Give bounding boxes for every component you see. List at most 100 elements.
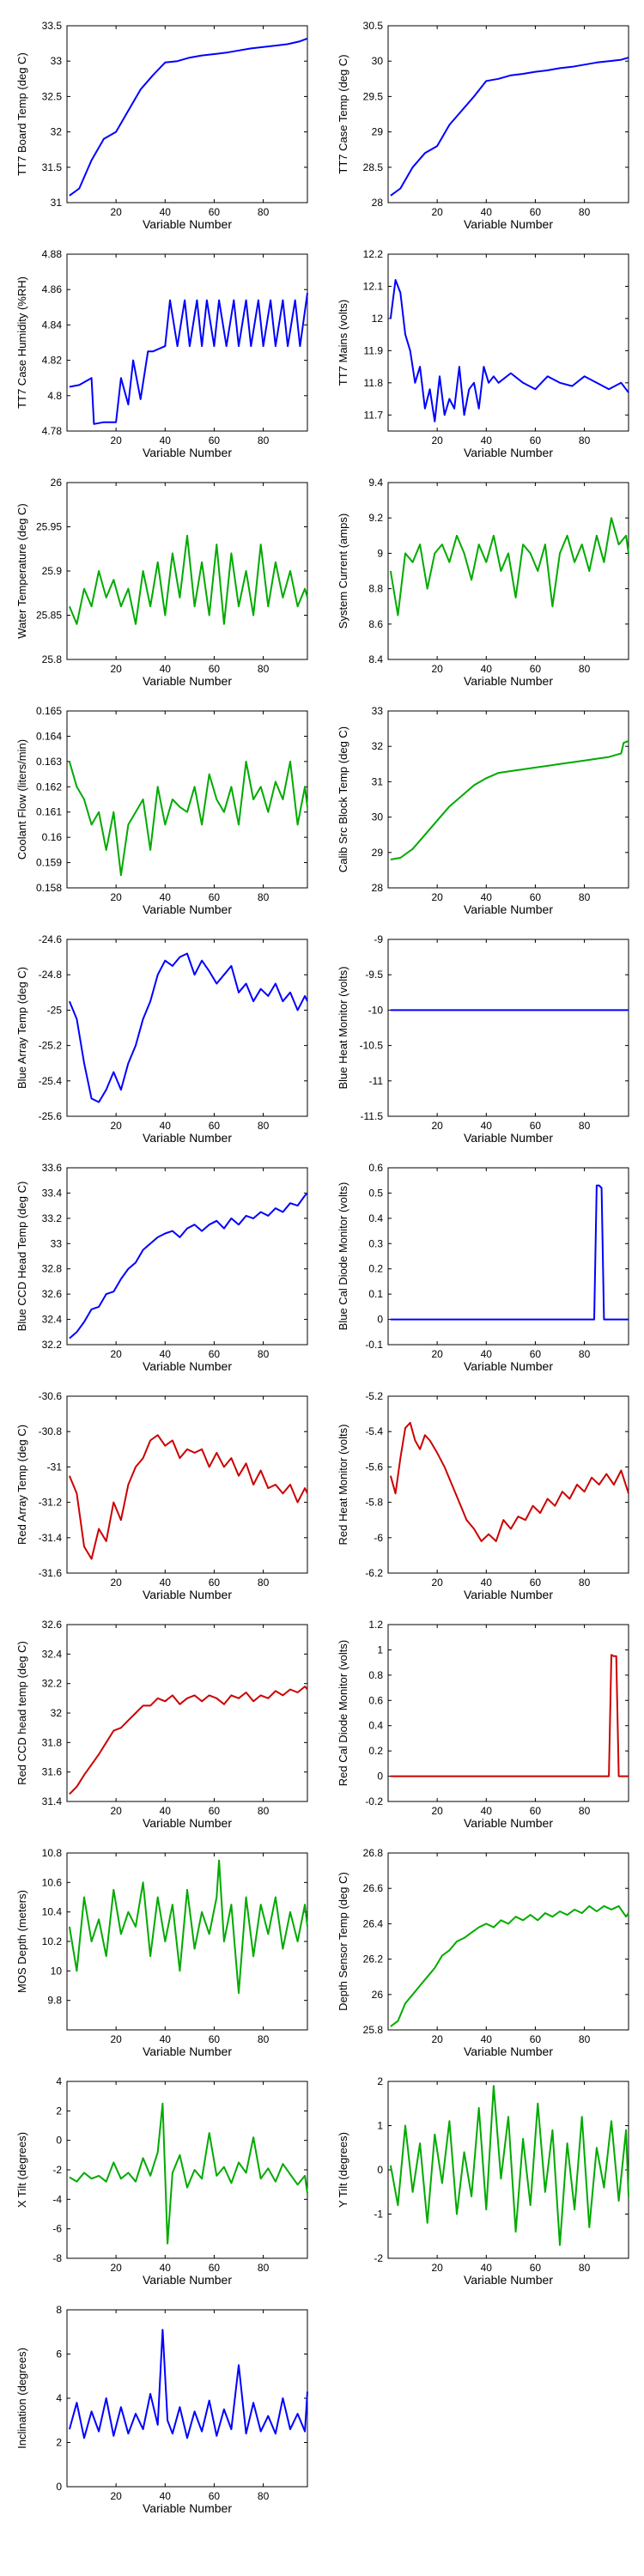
y-tick-label: -5.6 [365,1461,383,1473]
plot-frame [66,1624,308,1802]
x-tick-label: 60 [209,1577,221,1589]
y-tick-label: 0.162 [36,781,62,793]
chart-panel-21: 20 40 60 80 0 2 4 6 8 Variable Number Inclination … [15,2304,308,2515]
y-tick-label: -9 [374,933,383,945]
x-tick-label: 40 [481,2033,493,2045]
y-tick-label: 32.4 [42,1648,63,1660]
y-tick-label: 0.1 [368,1288,383,1300]
x-tick-label: 60 [530,1348,542,1360]
y-tick-label: 11.8 [364,377,384,389]
x-axis-label: Variable Number [464,674,553,688]
x-tick-label: 60 [530,1805,542,1817]
y-tick-label: 25.9 [42,565,63,577]
y-tick-label: 32 [372,740,384,752]
y-tick-label: 12.2 [363,248,384,260]
y-tick-label: 32.6 [42,1619,63,1631]
x-tick-label: 20 [431,891,443,903]
y-axis-label: Red Cal Diode Monitor (volts) [337,1640,349,1787]
x-tick-label: 60 [530,2033,542,2045]
y-tick-label: 0.158 [36,882,62,894]
x-tick-label: 20 [110,2033,122,2045]
x-tick-label: 60 [530,663,542,675]
x-tick-label: 60 [209,891,221,903]
x-tick-label: 40 [481,1577,493,1589]
y-tick-label: 28.5 [363,161,384,173]
chart-panel-8: 20 40 60 80 28 29 30 31 32 33 Variable Number Calib… [337,705,629,916]
plot-frame [387,253,629,432]
y-tick-label: 0.6 [368,1162,383,1174]
y-tick-label: 0 [377,2164,383,2176]
x-tick-label: 40 [481,1120,493,1132]
y-tick-label: 33.5 [42,20,63,32]
y-tick-label: -5.8 [365,1497,383,1509]
chart-panel-17: 20 40 60 80 9.8 10 10.2 10.4 10.6 10.8 Variable Nu… [15,1847,308,2058]
x-tick-label: 20 [110,2490,122,2502]
x-tick-label: 80 [579,2033,591,2045]
x-axis-label: Variable Number [143,1131,232,1145]
x-tick-label: 80 [579,434,591,447]
y-tick-label: 10.2 [42,1935,63,1947]
y-axis-label: Blue Heat Monitor (volts) [337,966,349,1089]
y-tick-label: 9.2 [368,512,383,524]
y-tick-label: 1 [377,2120,383,2132]
x-axis-label: Variable Number [464,1359,553,1373]
chart-panel-7: 20 40 60 80 0.158 0.159 0.16 0.161 0.162 0.163 0.1… [15,705,308,916]
x-tick-label: 40 [160,663,172,675]
y-tick-label: 0.165 [36,705,62,717]
y-tick-label: -24.8 [39,969,63,981]
x-axis-label: Variable Number [464,217,553,231]
x-tick-label: 40 [481,434,493,447]
x-tick-label: 40 [160,891,172,903]
y-axis-label: TT7 Board Temp (deg C) [15,52,28,176]
plot-frame [387,1395,629,1574]
y-tick-label: 32 [51,126,63,138]
x-tick-label: 20 [110,1120,122,1132]
x-tick-label: 60 [530,891,542,903]
y-tick-label: 29 [372,847,384,859]
y-tick-label: 33 [51,1237,63,1249]
y-tick-label: -31.2 [39,1497,63,1509]
y-tick-label: 4.78 [42,425,63,437]
series-line [69,1192,308,1340]
series-line [68,952,308,1103]
series-line [69,1686,308,1795]
plot-frame [66,1395,308,1574]
y-tick-label: 10.6 [42,1876,63,1888]
y-tick-label: 10 [51,1965,63,1977]
y-tick-label: 0.4 [368,1720,383,1732]
x-tick-label: 60 [209,1348,221,1360]
x-axis-label: Variable Number [143,1588,232,1601]
x-axis-label: Variable Number [143,446,232,459]
x-tick-label: 60 [209,2033,221,2045]
x-tick-label: 40 [160,1805,172,1817]
x-tick-label: 20 [431,663,443,675]
y-tick-label: 0 [377,1314,383,1326]
y-tick-label: -25 [47,1004,63,1016]
y-tick-label: 4 [56,2075,62,2087]
series-line [69,37,308,197]
y-tick-label: 0.2 [368,1745,383,1757]
x-tick-label: 40 [160,2262,172,2274]
x-tick-label: 80 [579,1577,591,1589]
y-tick-label: 0.8 [368,1669,383,1681]
y-axis-label: TT7 Case Humidity (%RH) [15,276,28,409]
series-line [390,1905,629,2027]
plot-frame [387,1852,629,2031]
y-tick-label: -2 [374,2252,383,2264]
chart-panel-16: 20 40 60 80 -0.2 0 0.2 0.4 0.6 0.8 1 1.2 Variable Nu… [337,1619,629,1830]
y-tick-label: 0 [56,2481,62,2493]
y-axis-label: Calib Src Block Temp (deg C) [337,726,349,872]
y-axis-label: Blue CCD Head Temp (deg C) [15,1182,28,1332]
plot-frame [387,939,629,1117]
x-axis-label: Variable Number [464,2044,553,2058]
chart-panel-9: 20 40 60 80 -25.6 -25.4 -25.2 -25 -24.8 -24.6 Vari… [15,933,308,1145]
x-tick-label: 20 [110,663,122,675]
series-line [389,1421,629,1542]
y-axis-label: Blue Cal Diode Monitor (volts) [337,1182,349,1331]
y-tick-label: 26 [51,477,63,489]
x-tick-label: 40 [481,1348,493,1360]
plot-frame [387,1167,629,1346]
x-tick-label: 20 [431,2262,443,2274]
y-axis-label: Blue Array Temp (deg C) [15,967,28,1089]
x-tick-label: 20 [110,891,122,903]
